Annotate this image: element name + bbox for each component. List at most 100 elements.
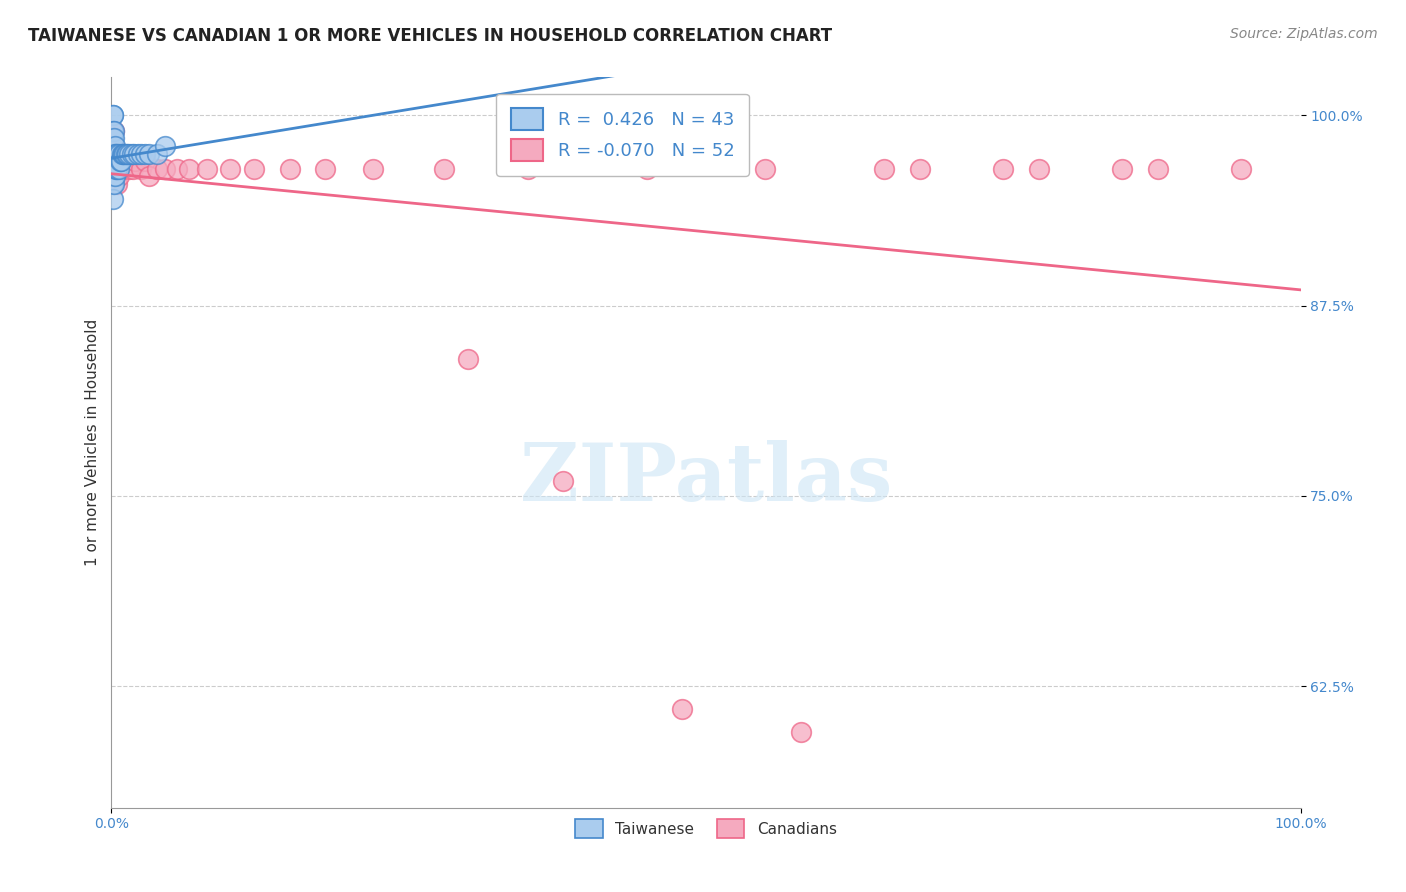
Point [553, 474, 575, 488]
Point [104, 146, 127, 161]
Point [790, 724, 813, 739]
Point [103, 169, 125, 184]
Point [671, 702, 693, 716]
Point [110, 154, 132, 169]
Point [433, 161, 456, 176]
Point [121, 146, 143, 161]
Point [361, 161, 384, 176]
Point [112, 154, 135, 169]
Point [516, 161, 538, 176]
Point [121, 161, 143, 176]
Text: TAIWANESE VS CANADIAN 1 OR MORE VEHICLES IN HOUSEHOLD CORRELATION CHART: TAIWANESE VS CANADIAN 1 OR MORE VEHICLES… [28, 27, 832, 45]
Point [104, 161, 127, 176]
Point [104, 161, 127, 176]
Point [243, 161, 266, 176]
Point [103, 161, 125, 176]
Point [105, 146, 128, 161]
Point [103, 124, 125, 138]
Point [314, 161, 336, 176]
Point [101, 177, 124, 191]
Point [114, 154, 136, 169]
Point [1028, 161, 1050, 176]
Point [101, 146, 124, 161]
Point [107, 161, 129, 176]
Point [101, 161, 124, 176]
Point [145, 161, 167, 176]
Point [134, 154, 156, 169]
Point [104, 169, 127, 184]
Point [103, 177, 125, 191]
Point [105, 146, 128, 161]
Point [112, 146, 135, 161]
Point [101, 146, 124, 161]
Point [111, 161, 134, 176]
Point [145, 146, 167, 161]
Point [105, 146, 128, 161]
Point [134, 146, 156, 161]
Point [107, 169, 129, 184]
Point [103, 154, 125, 169]
Point [457, 351, 479, 366]
Point [166, 161, 188, 176]
Point [219, 161, 242, 176]
Point [177, 161, 200, 176]
Point [873, 161, 896, 176]
Point [105, 161, 128, 176]
Point [1230, 161, 1253, 176]
Point [105, 146, 128, 161]
Point [101, 124, 124, 138]
Point [101, 169, 124, 184]
Point [101, 131, 124, 145]
Point [105, 161, 128, 176]
Text: ZIPatlas: ZIPatlas [520, 440, 891, 518]
Point [138, 146, 160, 161]
Point [993, 161, 1015, 176]
Point [908, 161, 931, 176]
Point [101, 108, 124, 122]
Point [110, 154, 132, 169]
Point [101, 154, 124, 169]
Point [129, 161, 152, 176]
Point [118, 161, 141, 176]
Point [195, 161, 218, 176]
Point [103, 124, 125, 138]
Point [1111, 161, 1133, 176]
Point [103, 161, 125, 176]
Point [104, 139, 127, 153]
Point [101, 192, 124, 206]
Point [107, 154, 129, 169]
Point [127, 146, 149, 161]
Point [114, 146, 136, 161]
Point [129, 146, 152, 161]
Legend: Taiwanese, Canadians: Taiwanese, Canadians [569, 814, 842, 844]
Point [108, 161, 131, 176]
Point [115, 146, 138, 161]
Point [107, 146, 129, 161]
Point [105, 161, 128, 176]
Point [278, 161, 301, 176]
Point [111, 146, 134, 161]
Point [153, 139, 176, 153]
Text: Source: ZipAtlas.com: Source: ZipAtlas.com [1230, 27, 1378, 41]
Y-axis label: 1 or more Vehicles in Household: 1 or more Vehicles in Household [86, 319, 100, 566]
Point [105, 161, 128, 176]
Point [114, 146, 136, 161]
Point [1146, 161, 1168, 176]
Point [105, 177, 128, 191]
Point [108, 154, 131, 169]
Point [138, 169, 160, 184]
Point [103, 131, 125, 145]
Point [754, 161, 776, 176]
Point [124, 154, 146, 169]
Point [101, 108, 124, 122]
Point [104, 169, 127, 184]
Point [636, 161, 658, 176]
Point [104, 146, 127, 161]
Point [122, 146, 145, 161]
Point [103, 139, 125, 153]
Point [118, 146, 141, 161]
Point [103, 146, 125, 161]
Point [101, 161, 124, 176]
Point [101, 131, 124, 145]
Point [153, 161, 176, 176]
